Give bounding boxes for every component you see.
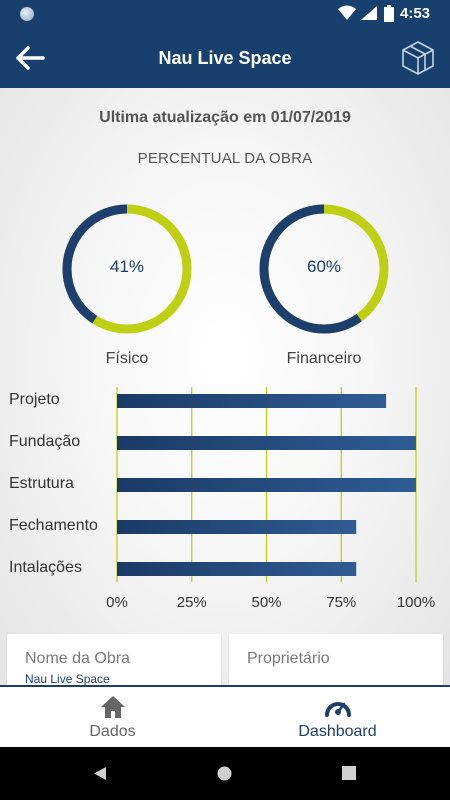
wifi-icon — [338, 5, 356, 20]
dashboard-content: Ultima atualização em 01/07/2019 PERCENT… — [0, 88, 450, 685]
category-label: Intalações — [9, 559, 82, 576]
x-tick-label-75: 75% — [326, 594, 357, 611]
card-nome-da-obra-label: Nome da Obra — [25, 650, 130, 667]
category-label: Estrutura — [9, 475, 74, 492]
donut-fisico-label: Físico — [105, 350, 149, 367]
battery-icon — [384, 5, 394, 22]
bar-estrutura — [117, 478, 416, 492]
x-tick-label-100: 100% — [396, 594, 436, 611]
last-update-text: Ultima atualização em 01/07/2019 — [99, 109, 351, 126]
home-icon — [100, 696, 125, 718]
bar-fundacao — [117, 436, 416, 450]
bottom-navigation: Dados Dashboard — [0, 685, 450, 747]
x-tick-label-50: 50% — [251, 594, 282, 611]
card-proprietario-label: Proprietário — [247, 650, 330, 667]
page-title: Nau Live Space — [158, 48, 292, 68]
nav-item-dashboard-label: Dashboard — [298, 723, 377, 740]
system-navigation-bar — [0, 747, 450, 800]
progress-bar-chart: Projeto Fundação Estrutura Fechamento Intala… — [0, 384, 450, 614]
category-label: Projeto — [9, 391, 60, 408]
card-nome-da-obra[interactable]: Nome da Obra Nau Live Space — [7, 634, 221, 685]
card-nome-da-obra-value: Nau Live Space — [25, 672, 110, 685]
speedometer-icon — [324, 702, 351, 717]
app-bar: Nau Live Space — [0, 28, 450, 88]
donut-financeiro-label: Financeiro — [286, 350, 362, 367]
status-time: 4:53 — [400, 5, 431, 22]
x-tick-label-25: 25% — [176, 594, 207, 611]
home-circle-icon[interactable] — [217, 766, 232, 781]
donut-fisico-percent: 41% — [109, 257, 145, 276]
cube-logo-icon — [402, 41, 434, 75]
donut-financeiro-percent: 60% — [306, 257, 342, 276]
status-bar: 4:53 — [0, 0, 450, 28]
card-proprietario[interactable]: Proprietário — [229, 634, 443, 685]
bar-intalacoes — [117, 562, 357, 576]
category-label: Fundação — [9, 433, 81, 450]
back-arrow-icon[interactable] — [14, 44, 46, 72]
signal-icon — [361, 6, 377, 20]
donut-fisico: 41% — [59, 201, 195, 337]
donut-financeiro: 60% — [256, 201, 392, 337]
recents-square-icon[interactable] — [342, 766, 356, 780]
notification-circle-icon — [20, 7, 34, 21]
bar-chart-svg — [116, 387, 417, 582]
x-tick-label-0: 0% — [106, 594, 128, 611]
nav-item-dados-label: Dados — [89, 723, 136, 740]
bar-projeto — [117, 394, 387, 408]
section-title: PERCENTUAL DA OBRA — [137, 150, 313, 167]
back-triangle-icon[interactable] — [93, 766, 107, 781]
nav-item-dados[interactable]: Dados — [0, 687, 225, 747]
bar-fechamento — [117, 520, 357, 534]
donut-financeiro-arc — [259, 204, 389, 334]
nav-item-dashboard[interactable]: Dashboard — [225, 687, 450, 747]
category-label: Fechamento — [9, 517, 98, 534]
donut-fisico-arc — [62, 204, 192, 334]
